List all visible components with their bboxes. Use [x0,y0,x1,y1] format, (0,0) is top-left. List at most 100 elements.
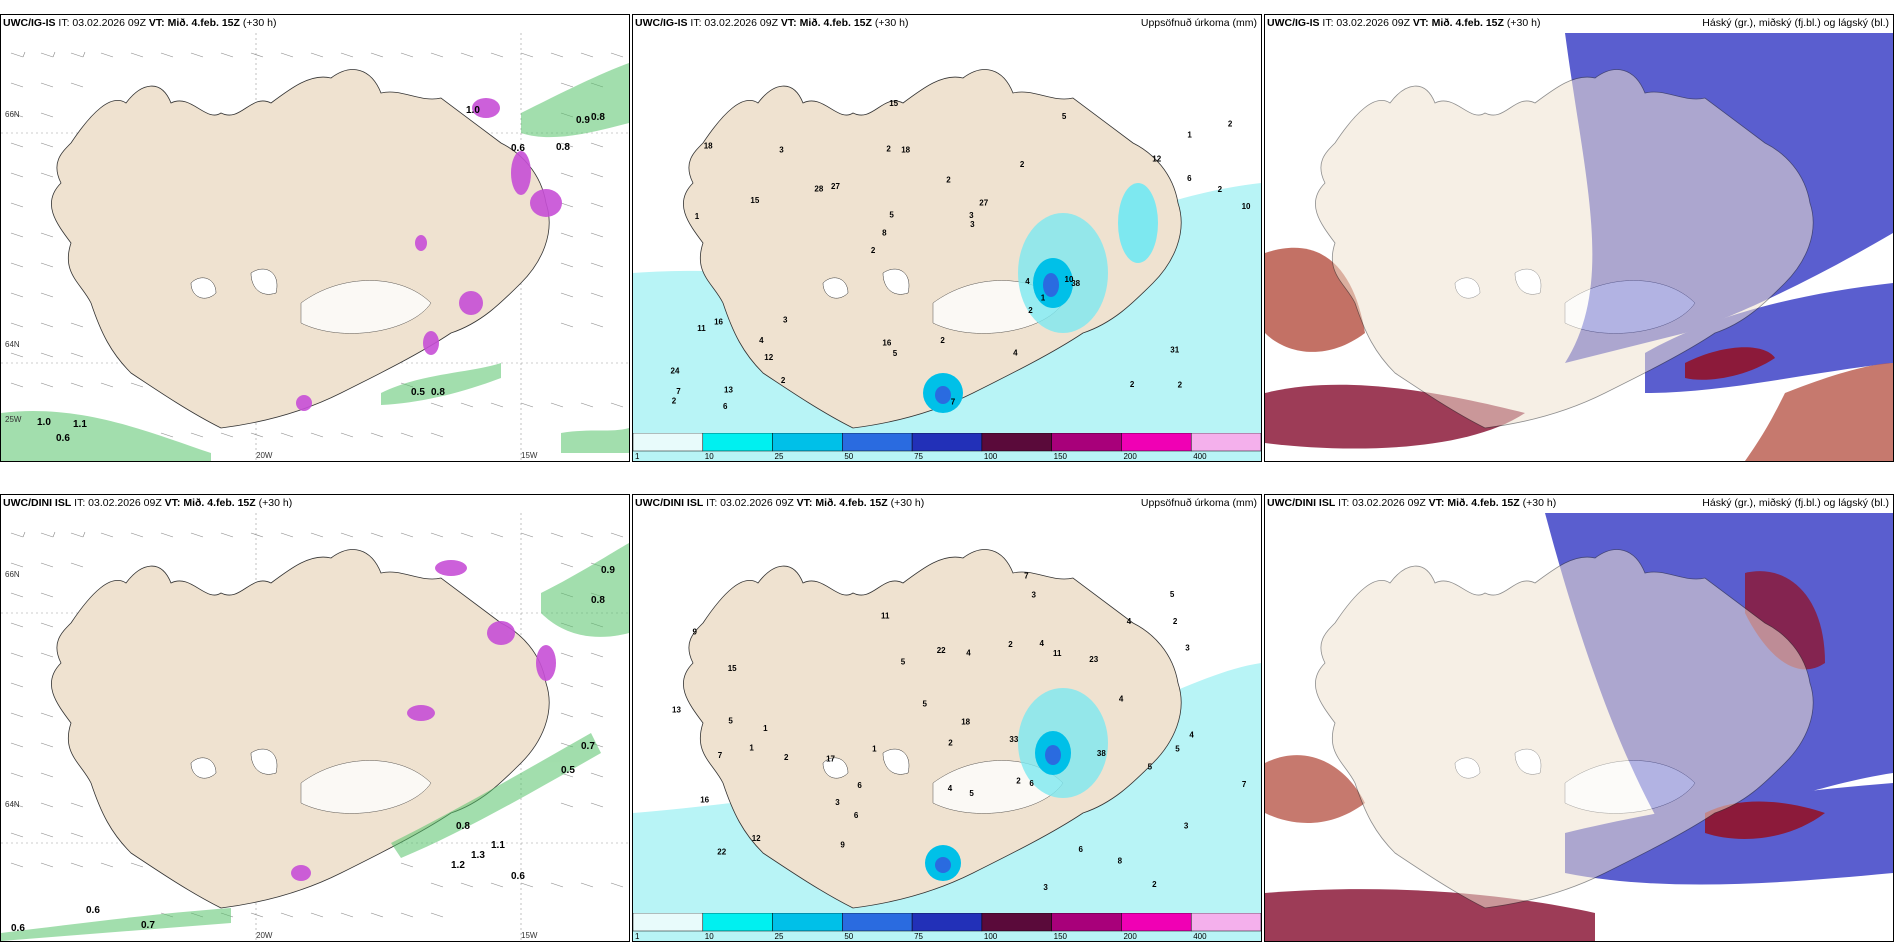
legend-swatch [842,913,913,932]
precip-map-ig: 2112213221627241218273818151046816535323… [633,69,1261,461]
precip-value: 3 [1185,644,1190,653]
precip-value: 12 [1152,155,1161,164]
precip-value: 4 [948,784,953,793]
precip-value: 5 [1175,745,1180,754]
precip-value: 7 [676,387,681,396]
precip-value: 3 [1032,591,1037,600]
svg-text:0.6: 0.6 [56,433,70,444]
panel-wind-dini: UWC/DINI ISL IT: 03.02.2026 09Z VT: Mið.… [0,494,630,942]
precip-value: 5 [923,700,928,709]
panel-title: Uppsöfnuð úrkoma (mm) [1140,17,1257,29]
svg-text:1.2: 1.2 [451,860,465,871]
precip-value: 2 [1152,880,1157,889]
precip-value: 18 [961,718,970,727]
svg-text:0.6: 0.6 [511,871,525,882]
precip-value: 24 [671,366,680,375]
legend-tick: 10 [705,452,714,461]
legend-swatch [981,433,1052,452]
lon-label-20: 20W [256,931,273,940]
legend-swatch [842,433,913,452]
panel-cloud-dini: UWC/DINI ISL IT: 03.02.2026 09Z VT: Mið.… [1264,494,1894,942]
legend-tick: 1 [635,932,640,941]
precip-value: 4 [1127,617,1132,626]
legend-tick: 100 [984,452,998,461]
svg-text:1.0: 1.0 [466,105,480,116]
legend-swatch [1121,913,1192,932]
precip-value: 18 [901,146,910,155]
precip-value: 7 [718,751,723,760]
precip-value: 6 [723,402,728,411]
panel-header: UWC/DINI ISL IT: 03.02.2026 09Z VT: Mið.… [1267,497,1557,509]
lon-label-20: 20W [256,451,273,460]
lat-label-64: 64N [5,800,20,809]
precip-value: 3 [1184,822,1189,831]
precip-value: 2 [1020,160,1025,169]
precip-value: 15 [889,99,898,108]
lon-label-15: 15W [521,451,538,460]
precip-value: 5 [1170,590,1175,599]
precip-value: 2 [1028,306,1033,315]
precip-value: 2 [1173,617,1178,626]
legend-swatch [981,913,1052,932]
legend-tick: 400 [1193,452,1207,461]
precip-value: 1 [1187,131,1192,140]
legend-swatch [1051,913,1122,932]
green-bands [1,63,629,461]
legend-tick: 50 [844,452,853,461]
svg-text:1.1: 1.1 [491,840,505,851]
svg-text:0.8: 0.8 [591,112,605,123]
precip-value: 3 [835,798,840,807]
panel-title: Háský (gr.), miðský (fj.bl.) og lágský (… [1702,17,1889,29]
legend-tick: 10 [705,932,714,941]
panel-wind-ig: UWC/IG-IS IT: 03.02.2026 09Z VT: Mið. 4.… [0,14,630,462]
precip-value: 12 [764,353,773,362]
precip-value: 6 [1029,779,1034,788]
precip-value: 2 [948,738,953,747]
legend-swatch [1190,433,1261,452]
precip-value: 3 [1043,883,1048,892]
precip-value: 31 [1170,345,1179,354]
snow-cells [291,560,556,881]
precip-value: 2 [1178,380,1183,389]
svg-text:0.7: 0.7 [581,741,595,752]
precip-value: 15 [728,664,737,673]
precip-value: 13 [672,706,681,715]
lat-label-66: 66N [5,110,20,119]
precip-value: 16 [700,796,709,805]
precip-value: 5 [889,211,894,220]
precip-value: 16 [882,338,891,347]
legend-tick: 25 [775,452,784,461]
legend-swatch [1051,433,1122,452]
legend-swatch [1121,433,1192,452]
svg-text:0.8: 0.8 [591,595,605,606]
precip-value: 2 [784,753,789,762]
precip-value: 4 [1013,348,1018,357]
precip-value: 10 [1242,202,1251,211]
legend-tick: 25 [775,932,784,941]
precip-value: 2 [1228,119,1233,128]
legend-tick: 200 [1123,452,1137,461]
precip-value: 38 [1071,279,1080,288]
legend-swatch [702,913,773,932]
precip-value: 3 [779,146,784,155]
precip-value: 11 [881,611,890,620]
lat-label-66: 66N [5,570,20,579]
svg-text:1.0: 1.0 [37,417,51,428]
legend-tick: 150 [1054,932,1068,941]
precip-legend: 1 10 25 50 75 100 150 200 400 [633,433,1261,461]
svg-text:1.3: 1.3 [471,850,485,861]
legend-tick: 75 [914,932,923,941]
svg-text:0.6: 0.6 [11,923,25,934]
svg-text:0.8: 0.8 [431,387,445,398]
band-values: 0.6 1.0 1.1 1.0 0.6 0.8 0.9 0.8 0.5 0.8 [37,105,605,444]
legend-tick: 100 [984,932,998,941]
snow-cells [296,98,562,411]
precip-value: 12 [752,834,761,843]
lon-label-15: 15W [521,931,538,940]
precip-value: 23 [1089,655,1098,664]
cloud-map-ig [1265,33,1893,461]
precip-value: 9 [840,841,845,850]
panel-header: UWC/IG-IS IT: 03.02.2026 09Z VT: Mið. 4.… [1267,17,1541,29]
precip-value: 5 [728,716,733,725]
